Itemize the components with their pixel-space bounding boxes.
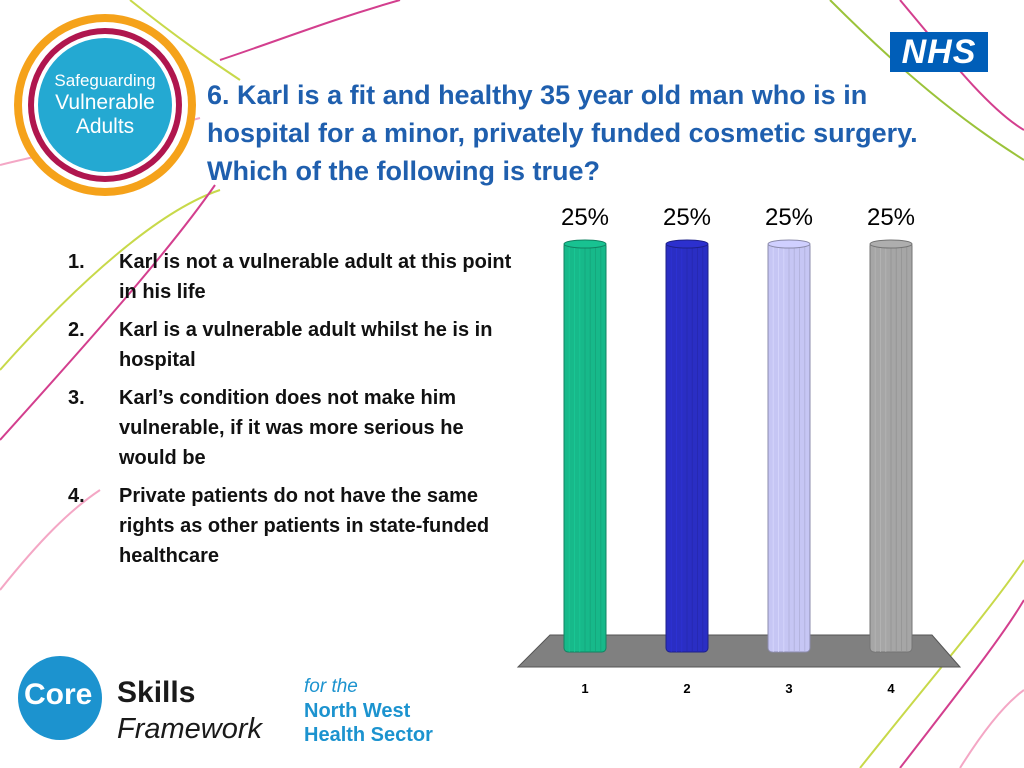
health-sector-text: Health Sector	[304, 724, 433, 746]
core-word: Core	[24, 678, 93, 711]
chart-tick-label: 4	[887, 681, 895, 696]
logo-line-2: Vulnerable	[55, 91, 155, 114]
answer-option-2: 2. Karl is a vulnerable adult whilst he i…	[68, 315, 513, 375]
chart-tick-label: 3	[785, 681, 792, 696]
north-west-text: North West	[304, 700, 411, 722]
logo-line-1: Safeguarding	[54, 71, 156, 90]
chart-bar-cap	[665, 239, 709, 249]
answer-number: 4.	[68, 485, 85, 507]
for-the-text: for the	[304, 676, 358, 697]
answer-number: 1.	[68, 251, 85, 273]
question-title: 6. Karl is a fit and healthy 35 year old…	[207, 80, 918, 186]
answer-option-4: 4. Private patients do not have the same …	[68, 481, 513, 571]
answer-number: 2.	[68, 319, 85, 341]
chart-tick-label: 2	[683, 681, 690, 696]
answer-text: Karl is a vulnerable adult whilst he is …	[119, 319, 493, 371]
answer-text: Karl is not a vulnerable adult at this p…	[119, 251, 512, 303]
poll-results-chart: 25% 1 25% 2 25% 3 25% 4	[516, 204, 962, 696]
chart-bar-cap	[869, 239, 913, 249]
answer-option-3: 3. Karl’s condition does not make him vul…	[68, 383, 513, 473]
logo-line-3: Adults	[75, 115, 135, 138]
answer-text: Private patients do not have the same ri…	[119, 485, 490, 567]
framework-word: Framework	[117, 713, 263, 745]
chart-data-label: 25%	[561, 204, 609, 231]
chart-bar-cap	[767, 239, 811, 249]
safeguarding-vulnerable-adults-logo: Safeguarding Vulnerable Adults	[14, 14, 196, 196]
chart-data-label: 25%	[867, 204, 915, 231]
answer-option-1: 1. Karl is not a vulnerable adult at this…	[68, 247, 513, 307]
chart-bar-cap	[563, 239, 607, 249]
answer-text: Karl’s condition does not make him vulne…	[119, 387, 464, 469]
answer-number: 3.	[68, 387, 85, 409]
core-skills-circle-logo	[18, 656, 102, 740]
chart-data-label: 25%	[663, 204, 711, 231]
nhs-logo: NHS	[890, 32, 988, 72]
chart-data-label: 25%	[765, 204, 813, 231]
skills-word: Skills	[117, 676, 196, 709]
chart-tick-label: 1	[581, 681, 588, 696]
answer-list: 1. Karl is not a vulnerable adult at this…	[68, 247, 513, 579]
